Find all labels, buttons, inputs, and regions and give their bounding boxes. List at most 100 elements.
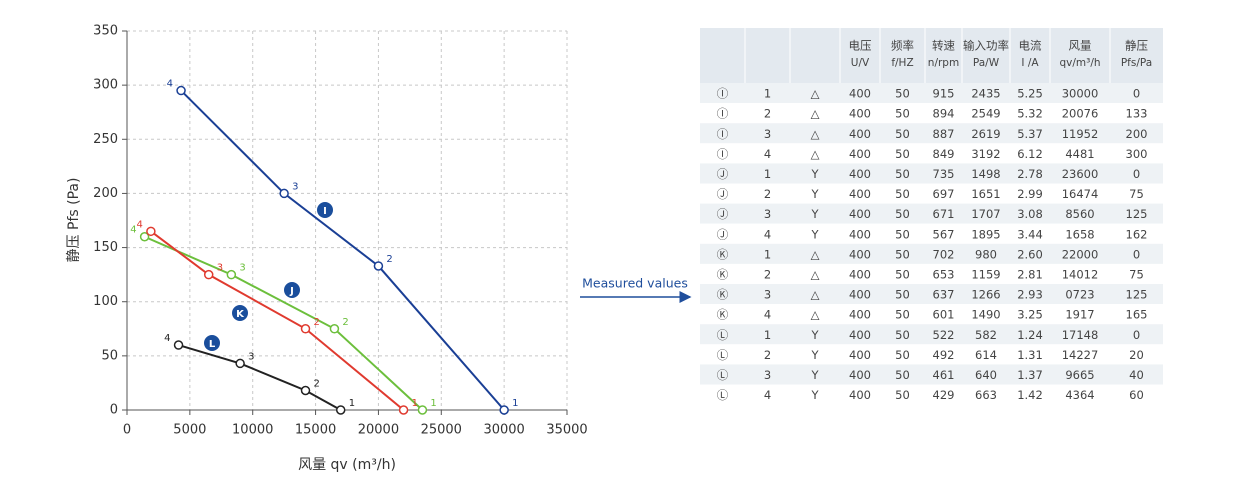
point: [279, 188, 289, 199]
header-bottom: qv/m³/h: [1059, 57, 1100, 69]
curve: [150, 230, 405, 411]
header-top: 转速: [932, 39, 955, 53]
table-cell: 300: [1126, 147, 1148, 161]
header-top: 电流: [1019, 39, 1042, 53]
table-cell: 75: [1129, 267, 1144, 281]
table-cell: 1159: [971, 267, 1000, 281]
header-bottom: Pa/W: [973, 57, 1000, 69]
table-row-bg: [700, 304, 1163, 325]
table-cell: 5.25: [1017, 87, 1043, 101]
table-cell: 400: [849, 127, 871, 141]
header-bottom: Pfs/Pa: [1121, 57, 1152, 69]
point-label: 4: [164, 333, 170, 344]
table-cell: 0: [1133, 247, 1140, 261]
table-cell: 429: [933, 388, 955, 402]
table-cell: 3: [764, 207, 771, 221]
table-cell: Ⓙ: [717, 187, 729, 201]
table-cell: 5.32: [1017, 107, 1043, 121]
table-cell: 2549: [971, 107, 1000, 121]
x-tick-label: 10000: [232, 423, 273, 438]
table-cell: Y: [810, 207, 819, 221]
table-row-bg: [700, 123, 1163, 144]
table-cell: 1658: [1065, 227, 1094, 241]
table-cell: 14012: [1062, 267, 1099, 281]
table-cell: 400: [849, 167, 871, 181]
table-cell: 1490: [971, 308, 1000, 322]
point-label: 1: [349, 398, 355, 409]
table-cell: △: [811, 147, 820, 161]
table-cell: △: [811, 107, 820, 121]
table-row-bg: [700, 203, 1163, 224]
table-cell: 1917: [1065, 308, 1094, 322]
point: [398, 405, 409, 415]
table-cell: 17148: [1062, 328, 1099, 342]
table-cell: Y: [810, 388, 819, 402]
table-cell: Ⓚ: [717, 288, 729, 302]
point-label: 3: [248, 351, 254, 362]
table-cell: 400: [849, 267, 871, 281]
point-label: 3: [217, 263, 223, 274]
table-cell: 1.24: [1017, 328, 1043, 342]
point-label: 4: [167, 79, 173, 90]
point: [146, 226, 156, 237]
x-tick-label: 0: [123, 423, 131, 438]
table-cell: 400: [849, 227, 871, 241]
table-cell: 50: [895, 167, 910, 181]
table-cell: 50: [895, 147, 910, 161]
table-cell: 2.60: [1017, 247, 1043, 261]
series-name: L: [209, 339, 216, 350]
header-bottom: n/rpm: [928, 57, 959, 69]
series-badge: [232, 305, 248, 321]
table-cell: 50: [895, 187, 910, 201]
table-cell: 50: [895, 267, 910, 281]
table-cell: 1.42: [1017, 388, 1043, 402]
table-cell: 50: [895, 348, 910, 362]
y-axis-title: 静压 Pfs (Pa): [66, 178, 82, 263]
table-header-bg: [700, 28, 1163, 83]
table-cell: 50: [895, 368, 910, 382]
table-cell: 1895: [971, 227, 1000, 241]
table-cell: 735: [933, 167, 955, 181]
table-cell: 1: [764, 87, 771, 101]
table-cell: 400: [849, 247, 871, 261]
y-tick-label: 100: [93, 294, 118, 309]
table-row-bg: [700, 103, 1163, 124]
table-cell: 50: [895, 87, 910, 101]
series-badge: [204, 335, 220, 351]
point: [203, 269, 214, 280]
header-top: 输入功率: [963, 39, 1009, 53]
table-cell: Ⓘ: [717, 147, 729, 161]
table-cell: 980: [975, 247, 997, 261]
table-cell: 2.99: [1017, 187, 1043, 201]
table-cell: 4: [764, 147, 771, 161]
table-cell: 400: [849, 207, 871, 221]
table-cell: 702: [933, 247, 955, 261]
table-row-bg: [700, 143, 1163, 164]
annotation: Measured values: [582, 276, 688, 291]
table-cell: Ⓛ: [717, 388, 729, 402]
table-cell: 1266: [971, 288, 1000, 302]
x-axis-title: 风量 qv (m³/h): [298, 457, 396, 473]
table-row-bg: [700, 223, 1163, 244]
table-cell: △: [811, 288, 820, 302]
table-cell: 400: [849, 147, 871, 161]
table-cell: 125: [1126, 207, 1148, 221]
point: [226, 269, 237, 280]
table-cell: 887: [933, 127, 955, 141]
series-badge: [284, 282, 300, 298]
table-cell: Ⓙ: [717, 167, 729, 181]
table-cell: △: [811, 308, 820, 322]
table-row-bg: [700, 163, 1163, 184]
point-label: 2: [314, 379, 320, 390]
point-label: 4: [130, 225, 136, 236]
table-cell: 1.37: [1017, 368, 1043, 382]
point-label: 3: [292, 181, 298, 192]
series-badge: [317, 202, 333, 218]
point: [300, 324, 311, 334]
table-cell: 522: [933, 328, 955, 342]
header-top: 静压: [1125, 39, 1148, 53]
point: [176, 85, 186, 96]
point: [499, 405, 509, 415]
table-cell: 663: [975, 388, 997, 402]
table-cell: 0: [1133, 87, 1140, 101]
